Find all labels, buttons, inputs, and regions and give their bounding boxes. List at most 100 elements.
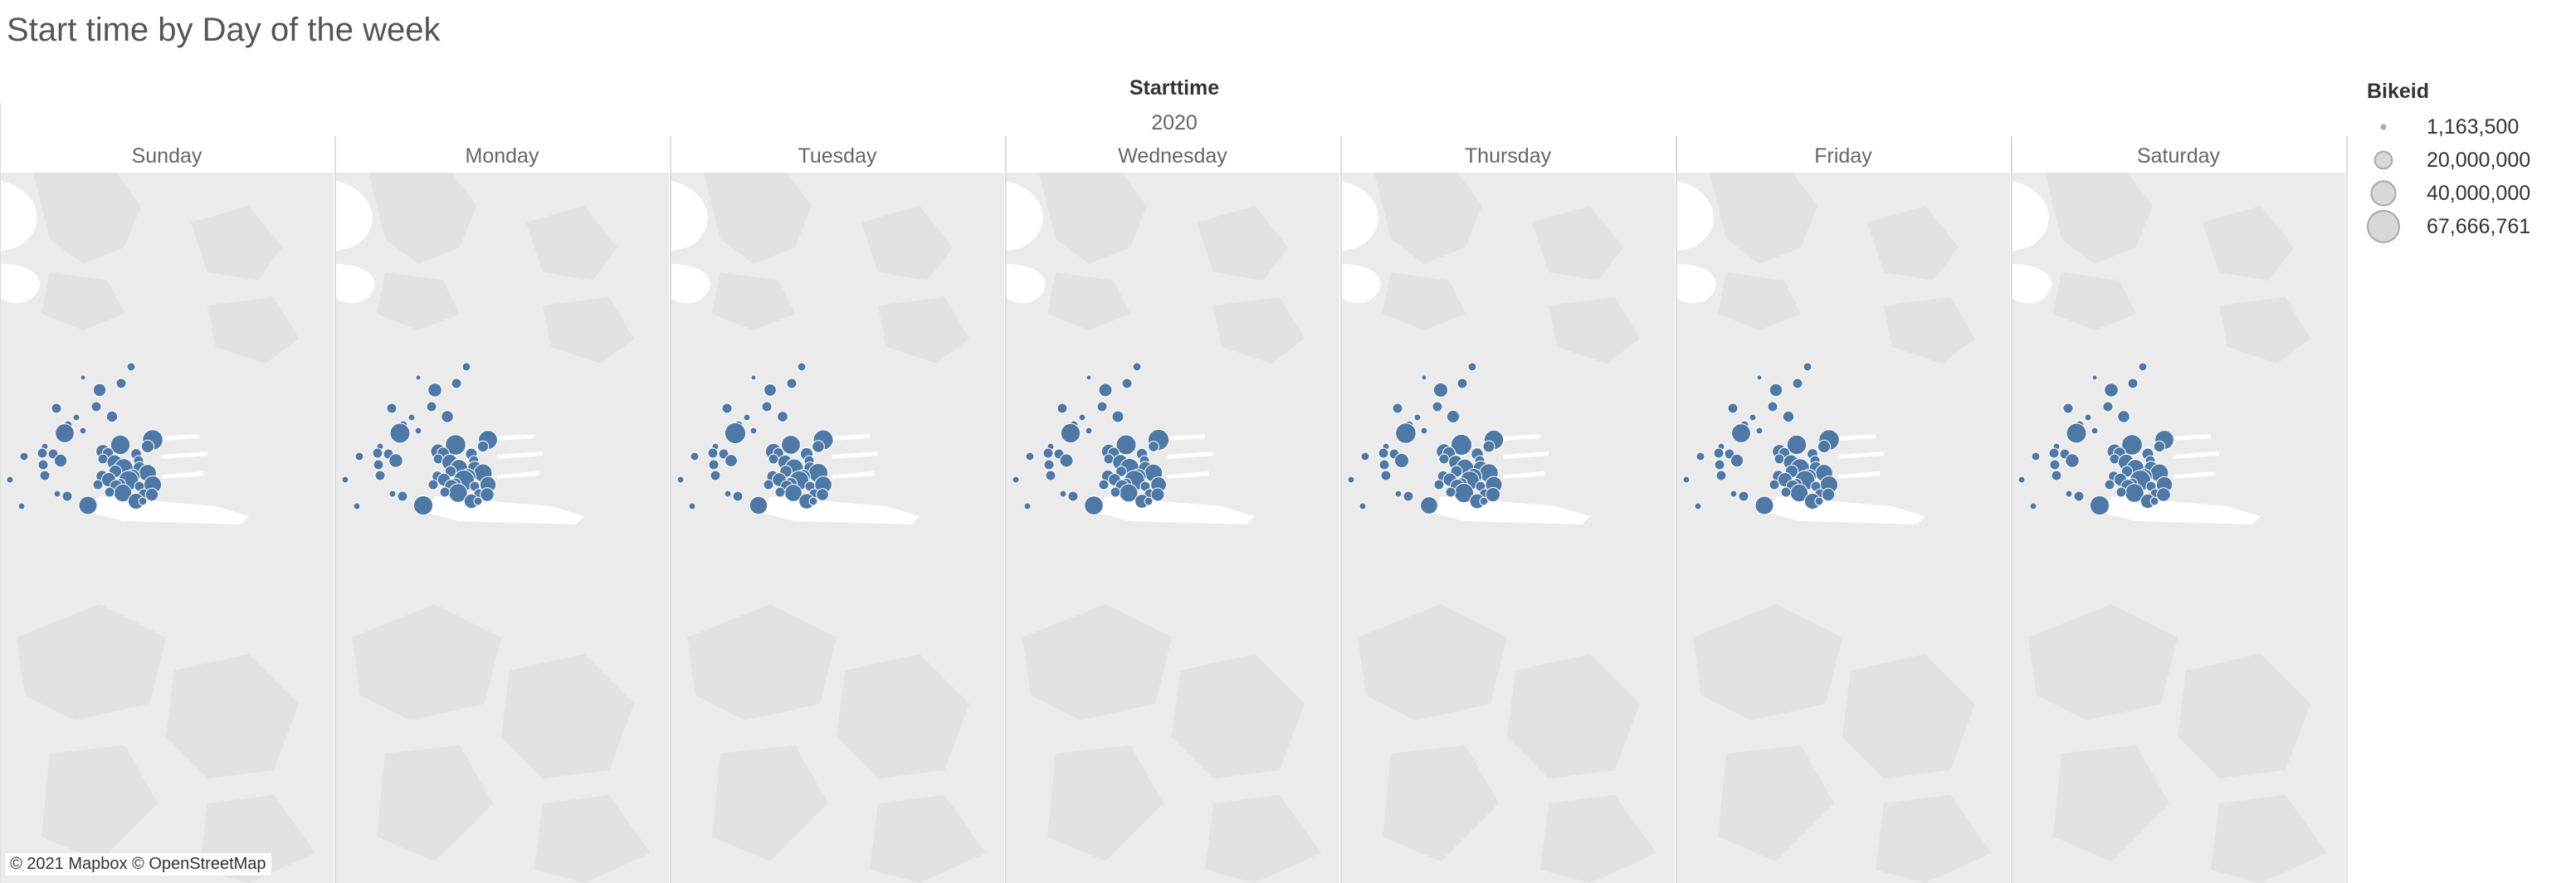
station-mark[interactable]	[1713, 447, 1725, 459]
station-mark[interactable]	[724, 490, 732, 498]
station-mark[interactable]	[388, 490, 397, 498]
station-mark[interactable]	[2066, 422, 2087, 444]
station-mark[interactable]	[138, 496, 148, 506]
station-mark[interactable]	[1096, 401, 1108, 412]
map-wednesday[interactable]	[1006, 173, 1339, 883]
station-mark[interactable]	[1420, 427, 1428, 435]
station-mark[interactable]	[812, 440, 825, 453]
map-friday[interactable]	[1676, 173, 2010, 883]
station-mark[interactable]	[1359, 502, 1367, 510]
station-mark[interactable]	[426, 401, 437, 412]
station-mark[interactable]	[110, 434, 131, 456]
station-mark[interactable]	[1060, 422, 1081, 444]
station-mark[interactable]	[53, 453, 68, 468]
station-mark[interactable]	[80, 374, 86, 381]
station-mark[interactable]	[2073, 490, 2085, 502]
station-mark[interactable]	[1715, 470, 1727, 481]
station-mark[interactable]	[1042, 447, 1054, 459]
station-mark[interactable]	[1132, 362, 1142, 372]
station-mark[interactable]	[92, 383, 107, 398]
station-mark[interactable]	[1067, 490, 1079, 502]
station-mark[interactable]	[1479, 496, 1489, 506]
station-mark[interactable]	[386, 402, 398, 414]
station-mark[interactable]	[774, 486, 786, 498]
station-mark[interactable]	[407, 413, 416, 422]
station-mark[interactable]	[1150, 487, 1165, 502]
station-mark[interactable]	[749, 427, 758, 435]
station-mark[interactable]	[1056, 402, 1068, 414]
station-mark[interactable]	[90, 401, 102, 412]
station-mark[interactable]	[2153, 440, 2166, 453]
station-mark[interactable]	[1754, 495, 1774, 515]
station-mark[interactable]	[1378, 459, 1390, 471]
station-mark[interactable]	[473, 496, 483, 506]
station-mark[interactable]	[1103, 453, 1115, 465]
station-mark[interactable]	[1714, 459, 1725, 471]
station-mark[interactable]	[1111, 410, 1125, 423]
station-mark[interactable]	[1755, 427, 1764, 435]
station-mark[interactable]	[1467, 362, 1477, 372]
station-mark[interactable]	[2091, 374, 2098, 381]
station-mark[interactable]	[451, 378, 462, 389]
station-mark[interactable]	[2104, 383, 2119, 398]
station-mark[interactable]	[2104, 479, 2115, 490]
station-mark[interactable]	[1045, 470, 1056, 481]
station-mark[interactable]	[2084, 413, 2092, 422]
station-mark[interactable]	[1731, 423, 1751, 443]
station-mark[interactable]	[53, 490, 61, 498]
station-mark[interactable]	[1403, 490, 1414, 502]
station-mark[interactable]	[1121, 378, 1133, 389]
station-mark[interactable]	[2156, 487, 2171, 502]
station-mark[interactable]	[808, 496, 818, 506]
station-mark[interactable]	[1803, 362, 1812, 372]
station-mark[interactable]	[1814, 496, 1824, 506]
station-mark[interactable]	[1392, 402, 1403, 414]
station-mark[interactable]	[140, 439, 155, 454]
station-mark[interactable]	[721, 402, 733, 414]
station-mark[interactable]	[126, 362, 136, 372]
station-mark[interactable]	[1380, 470, 1392, 481]
station-mark[interactable]	[1395, 422, 1417, 444]
station-mark[interactable]	[97, 453, 109, 465]
station-mark[interactable]	[1769, 383, 1783, 398]
station-mark[interactable]	[1378, 447, 1389, 459]
station-mark[interactable]	[37, 459, 49, 471]
station-mark[interactable]	[1482, 440, 1495, 453]
station-mark[interactable]	[768, 453, 779, 465]
station-mark[interactable]	[105, 410, 119, 423]
station-mark[interactable]	[1023, 502, 1032, 510]
station-mark[interactable]	[415, 374, 422, 381]
station-mark[interactable]	[1360, 451, 1370, 461]
station-mark[interactable]	[1012, 476, 1020, 484]
station-mark[interactable]	[1695, 451, 1705, 461]
station-mark[interactable]	[1682, 476, 1690, 484]
station-mark[interactable]	[397, 490, 408, 502]
map-sunday[interactable]	[0, 173, 334, 883]
station-mark[interactable]	[1420, 496, 1438, 515]
station-mark[interactable]	[690, 451, 700, 461]
station-mark[interactable]	[2048, 447, 2060, 459]
station-mark[interactable]	[19, 451, 29, 461]
station-mark[interactable]	[1059, 453, 1074, 468]
station-mark[interactable]	[1394, 490, 1403, 498]
station-mark[interactable]	[17, 502, 26, 510]
station-mark[interactable]	[1445, 486, 1456, 498]
station-mark[interactable]	[78, 495, 98, 515]
station-mark[interactable]	[104, 486, 115, 498]
station-mark[interactable]	[37, 447, 48, 459]
station-mark[interactable]	[2149, 496, 2159, 506]
station-mark[interactable]	[1043, 459, 1055, 471]
station-mark[interactable]	[724, 422, 747, 445]
map-monday[interactable]	[335, 173, 669, 883]
station-mark[interactable]	[1786, 434, 1808, 456]
station-mark[interactable]	[1456, 378, 1468, 389]
station-mark[interactable]	[461, 362, 471, 372]
station-mark[interactable]	[372, 447, 383, 459]
station-mark[interactable]	[1393, 452, 1410, 469]
station-mark[interactable]	[710, 470, 721, 481]
station-mark[interactable]	[144, 487, 159, 502]
station-mark[interactable]	[445, 434, 466, 456]
station-mark[interactable]	[1421, 374, 1427, 381]
station-mark[interactable]	[1773, 453, 1785, 465]
station-mark[interactable]	[6, 476, 14, 484]
